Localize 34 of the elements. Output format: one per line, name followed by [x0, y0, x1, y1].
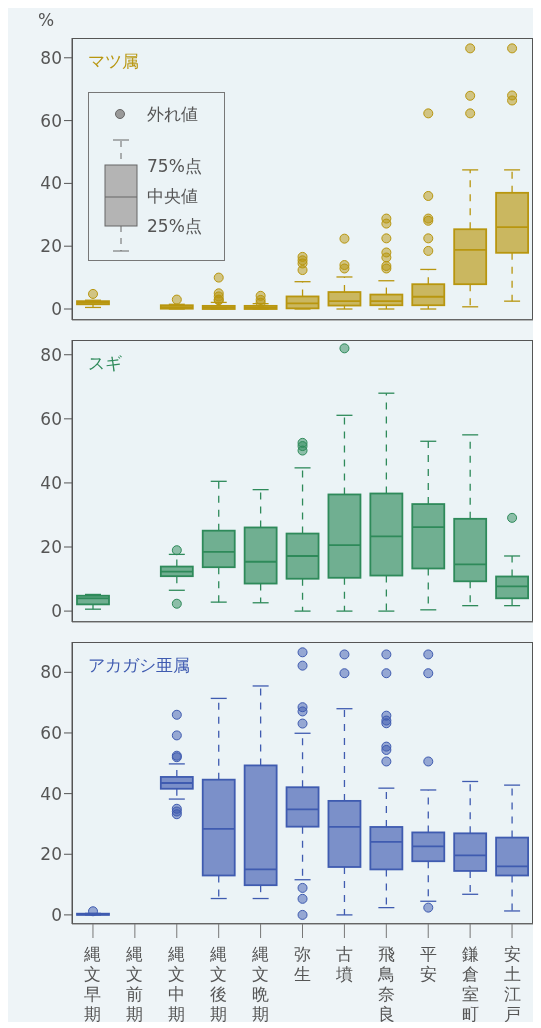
- text: アカガシ亜属: [88, 654, 190, 677]
- y-tick-label: 40: [40, 783, 62, 804]
- y-axis-title: %: [38, 10, 55, 30]
- text: スギ: [88, 352, 122, 375]
- x-tick-label: 縄文後期: [209, 944, 228, 1024]
- y-tick-label: 60: [40, 723, 62, 743]
- x-tick-label: 弥生: [294, 944, 311, 984]
- y-tick-label: 0: [51, 601, 62, 622]
- y-tick-label: 40: [40, 173, 62, 194]
- annotation: 25%点: [147, 215, 202, 238]
- x-tick-label: 古墳: [334, 944, 353, 984]
- y-tick-label: 40: [40, 472, 62, 493]
- y-tick-label: 80: [40, 344, 62, 365]
- text: マツ属: [88, 50, 139, 73]
- y-tick-label: 60: [40, 408, 62, 429]
- annotation: 外れ値: [147, 103, 198, 126]
- x-tick-label: 縄文前期: [125, 944, 144, 1024]
- y-tick-label: 20: [40, 537, 62, 558]
- x-tick-label: 縄文晩期: [251, 944, 270, 1024]
- x-tick-label: 飛鳥奈良: [376, 944, 395, 1024]
- x-tick-label: 縄文早期: [83, 944, 102, 1024]
- y-tick-label: 60: [40, 110, 62, 131]
- y-tick-label: 0: [51, 904, 62, 925]
- x-tick-label: 平安: [419, 944, 437, 984]
- x-tick-label: 安土江戸: [503, 944, 521, 1024]
- y-tick-label: 20: [40, 844, 62, 865]
- y-tick-label: 20: [40, 236, 62, 257]
- x-tick-label: 鎌倉室町: [461, 944, 479, 1024]
- annotation: 中央値: [147, 185, 198, 208]
- annotation: 75%点: [147, 155, 202, 178]
- x-tick-label: 縄文中期: [167, 944, 186, 1024]
- y-tick-label: 80: [40, 47, 62, 68]
- y-tick-label: 80: [40, 662, 62, 683]
- y-tick-label: 0: [51, 299, 62, 320]
